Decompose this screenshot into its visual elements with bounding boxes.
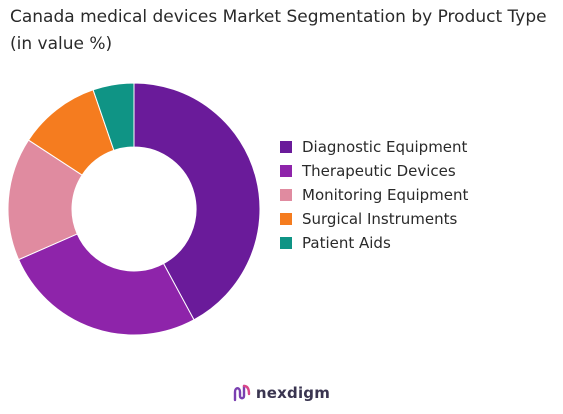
legend-swatch [280,237,292,249]
brand-name: nexdigm [255,384,331,402]
donut-slice-therapeutic-devices [17,233,195,336]
legend-item: Surgical Instruments [280,207,468,231]
legend-swatch [280,213,292,225]
legend-item: Therapeutic Devices [280,159,468,183]
legend-label: Diagnostic Equipment [302,138,468,156]
nexdigm-logo-icon [233,384,251,402]
legend-item: Diagnostic Equipment [280,135,468,159]
legend-label: Surgical Instruments [302,210,458,228]
legend-swatch [280,141,292,153]
legend-label: Therapeutic Devices [302,162,456,180]
legend-swatch [280,189,292,201]
chart-legend: Diagnostic Equipment Therapeutic Devices… [280,135,468,255]
donut-slices [7,82,261,336]
legend-label: Monitoring Equipment [302,186,469,204]
donut-slice-diagnostic-equipment [133,82,261,321]
legend-item: Patient Aids [280,231,468,255]
chart-title: Canada medical devices Market Segmentati… [10,7,547,54]
legend-item: Monitoring Equipment [280,183,468,207]
donut-slice-patient-aids [92,82,135,151]
legend-label: Patient Aids [302,234,391,252]
brand-footer: nexdigm [0,383,563,403]
legend-swatch [280,165,292,177]
